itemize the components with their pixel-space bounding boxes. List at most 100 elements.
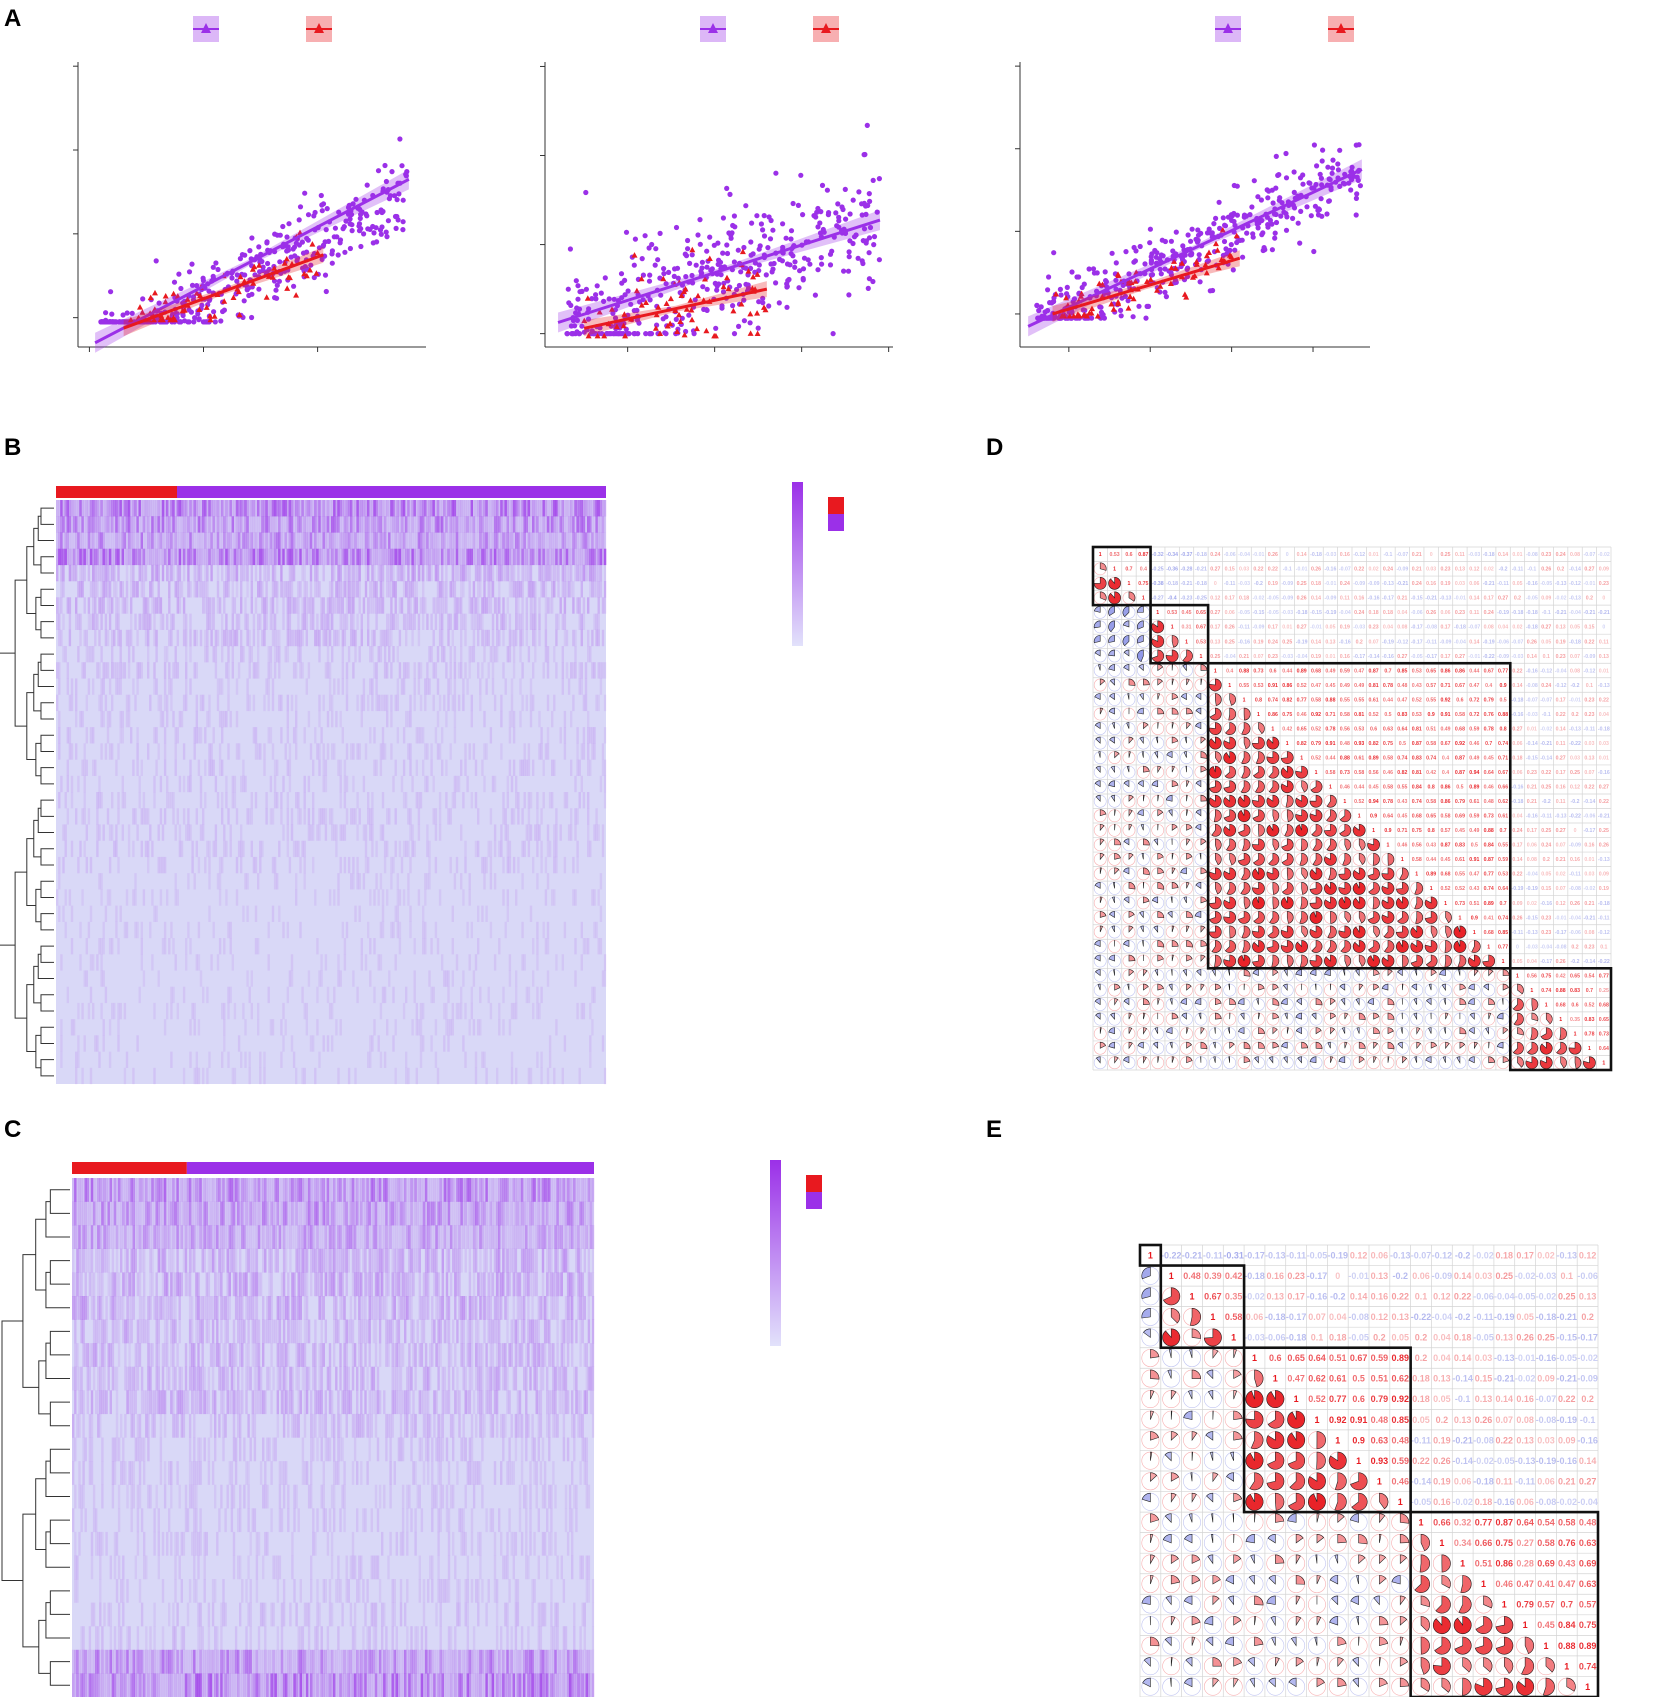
heatmap-cell xyxy=(580,775,583,793)
point-primary xyxy=(284,285,291,291)
heatmap-cell xyxy=(453,678,457,695)
heatmap-cell xyxy=(132,759,135,776)
point-metastasis xyxy=(761,233,768,239)
heatmap-cell xyxy=(553,564,556,582)
heatmap-cell xyxy=(506,564,509,582)
heatmap-cell xyxy=(521,873,524,890)
heatmap-cell xyxy=(341,646,344,663)
heatmap-cell xyxy=(396,532,399,549)
heatmap-cell xyxy=(189,1051,192,1068)
heatmap-cell xyxy=(407,840,410,858)
heatmap-cell xyxy=(189,629,192,647)
heatmap-cell xyxy=(601,662,605,679)
heatmap-cell xyxy=(282,532,285,549)
heatmap-cell xyxy=(140,564,143,582)
heatmap-cell xyxy=(481,856,484,874)
heatmap-cell xyxy=(358,743,361,760)
point-metastasis xyxy=(246,292,252,299)
heatmap-cell xyxy=(178,840,182,858)
heatmap-cell xyxy=(113,532,116,549)
point-metastasis xyxy=(574,317,581,323)
heatmap-cell xyxy=(299,581,302,598)
heatmap-cell xyxy=(477,808,480,825)
heatmap-cell xyxy=(544,548,548,566)
dendrogram-branch xyxy=(40,848,54,866)
heatmap-cell xyxy=(214,775,218,793)
heatmap-cell xyxy=(286,597,289,614)
point-primary xyxy=(307,267,313,273)
heatmap-cell xyxy=(491,662,495,679)
heatmap-cell xyxy=(396,873,399,890)
heatmap-cell xyxy=(411,564,414,582)
heatmap-cell xyxy=(521,516,524,533)
heatmap-cell xyxy=(176,1002,179,1020)
point-metastasis xyxy=(195,311,201,317)
heatmap-cell xyxy=(62,548,65,566)
heatmap-cell xyxy=(68,629,72,647)
heatmap-cell xyxy=(218,516,222,533)
fit-line-metastasis xyxy=(94,178,410,345)
heatmap-cell xyxy=(470,921,473,939)
heatmap-cell xyxy=(419,548,423,566)
heatmap-cell xyxy=(223,1002,226,1020)
heatmap-cell xyxy=(517,613,520,630)
heatmap-cell xyxy=(153,532,156,549)
heatmap-cell xyxy=(468,873,471,890)
heatmap-cell xyxy=(87,678,91,695)
heatmap-cell xyxy=(70,694,74,712)
point-metastasis xyxy=(1251,178,1257,184)
heatmap-cell xyxy=(301,1067,304,1085)
heatmap-cell xyxy=(147,548,150,566)
heatmap-cell xyxy=(117,743,120,760)
heatmap-cell xyxy=(441,629,444,647)
heatmap-cell xyxy=(104,662,108,679)
heatmap-cell xyxy=(388,581,391,598)
point-metastasis xyxy=(108,289,114,295)
heatmap-cell xyxy=(335,1019,338,1036)
heatmap-cell xyxy=(104,743,108,760)
heatmap-cell xyxy=(227,1002,230,1020)
heatmap-cell xyxy=(589,1051,592,1068)
heatmap-cell xyxy=(576,500,579,517)
heatmap-cell xyxy=(557,500,560,517)
heatmap-cell xyxy=(441,516,444,533)
heatmap-cell xyxy=(214,532,218,549)
heatmap-cell xyxy=(434,856,438,874)
heatmap-cell xyxy=(68,597,72,614)
heatmap-cell xyxy=(204,759,207,776)
heatmap-cell xyxy=(136,532,139,549)
point-primary xyxy=(688,307,695,313)
heatmap-cell xyxy=(182,986,186,1004)
heatmap-cell xyxy=(85,532,88,549)
heatmap-cell xyxy=(392,500,395,517)
heatmap-cell xyxy=(267,500,270,517)
heatmap-cell xyxy=(417,824,421,841)
point-metastasis xyxy=(732,224,738,230)
heatmap-cell xyxy=(375,581,378,598)
point-metastasis xyxy=(773,170,779,176)
heatmap-cell xyxy=(559,516,562,533)
heatmap-cell xyxy=(555,1019,558,1036)
heatmap-cell xyxy=(170,1002,173,1020)
point-primary xyxy=(655,304,662,310)
heatmap-cell xyxy=(462,581,465,598)
heatmap-cell xyxy=(153,548,156,566)
heatmap-cell xyxy=(589,646,592,663)
heatmap-cell xyxy=(364,581,368,598)
heatmap-cell xyxy=(491,564,495,582)
point-metastasis xyxy=(671,273,677,279)
heatmap-cell xyxy=(102,564,105,582)
legend-key-metastasis-glyph xyxy=(708,23,718,33)
heatmap-cell xyxy=(326,629,330,647)
heatmap-cell xyxy=(479,678,482,695)
heatmap-cell xyxy=(546,840,550,858)
heatmap-cell xyxy=(341,613,344,630)
heatmap-cell xyxy=(422,905,425,922)
heatmap-cell xyxy=(288,613,292,630)
heatmap-cell xyxy=(388,564,391,582)
point-metastasis xyxy=(1269,187,1275,193)
heatmap-cell xyxy=(303,1002,306,1020)
heatmap-cell xyxy=(339,516,342,533)
heatmap-cell xyxy=(324,662,328,679)
heatmap-cell xyxy=(487,500,490,517)
